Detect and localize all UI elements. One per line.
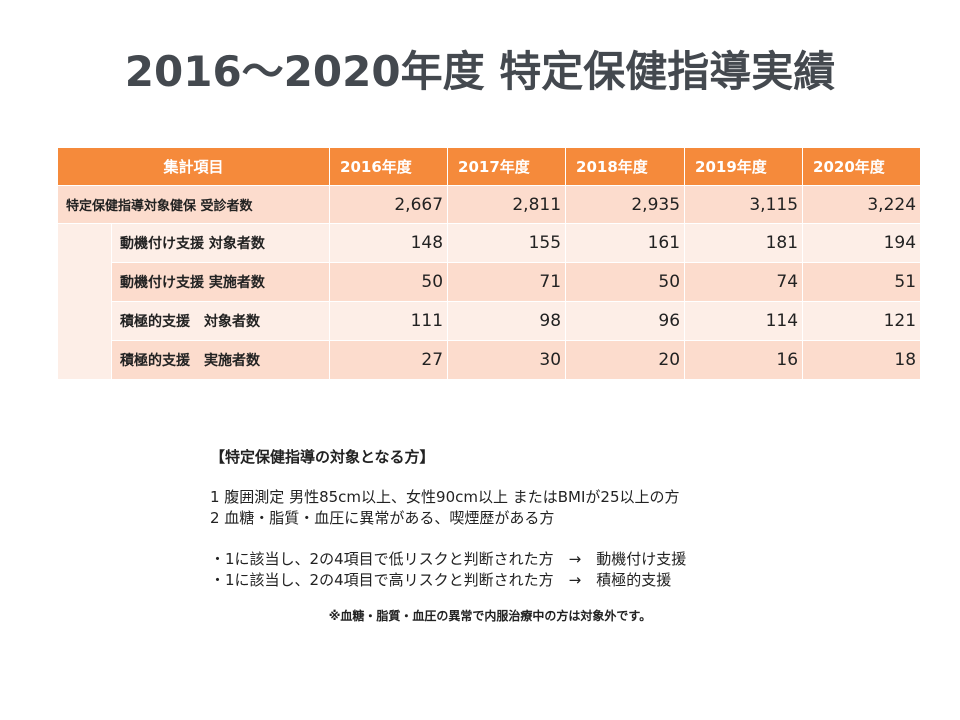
header-2019: 2019年度 xyxy=(684,147,804,186)
cell-value: 2,811 xyxy=(447,185,567,224)
classification-item: ・1に該当し、2の4項目で高リスクと判断された方 → 積極的支援 xyxy=(210,571,672,589)
cell-value: 74 xyxy=(684,262,804,302)
cell-value: 50 xyxy=(329,262,449,302)
criteria-item: 1 腹囲測定 男性85cm以上、女性90cm以上 またはBMIが25以上の方 xyxy=(210,488,680,506)
cell-value: 71 xyxy=(447,262,567,302)
cell-value: 20 xyxy=(565,340,686,380)
header-2016: 2016年度 xyxy=(329,147,449,186)
page-title: 2016～2020年度 特定保健指導実績 xyxy=(124,47,836,96)
table-row: 積極的支援 対象者数 111 98 96 114 121 xyxy=(58,301,922,341)
footnote: ※血糖・脂質・血圧の異常で内服治療中の方は対象外です。 xyxy=(328,609,652,623)
cell-value: 98 xyxy=(447,301,567,341)
cell-value: 30 xyxy=(447,340,567,380)
row-label: 動機付け支援 実施者数 xyxy=(110,262,331,302)
cell-value: 155 xyxy=(447,223,567,263)
row-label: 動機付け支援 対象者数 xyxy=(110,223,331,263)
cell-value: 2,667 xyxy=(329,185,449,224)
header-2020: 2020年度 xyxy=(802,147,922,186)
cell-value: 3,224 xyxy=(802,185,922,224)
cell-value: 18 xyxy=(802,340,922,380)
results-table: 集計項目 2016年度 2017年度 2018年度 2019年度 2020年度 … xyxy=(56,147,922,380)
header-2018: 2018年度 xyxy=(565,147,686,186)
indent-cell xyxy=(57,223,112,380)
header-item: 集計項目 xyxy=(56,147,331,186)
cell-value: 121 xyxy=(802,301,922,341)
table-row: 積極的支援 実施者数 27 30 20 16 18 xyxy=(58,340,922,380)
table-row: 動機付け支援 実施者数 50 71 50 74 51 xyxy=(58,262,922,302)
cell-value: 27 xyxy=(329,340,449,380)
cell-value: 3,115 xyxy=(684,185,804,224)
row-label: 積極的支援 実施者数 xyxy=(110,340,331,380)
cell-value: 51 xyxy=(802,262,922,302)
table-row: 特定保健指導対象健保 受診者数 2,667 2,811 2,935 3,115 … xyxy=(56,185,922,224)
notes-heading: 【特定保健指導の対象となる方】 xyxy=(210,448,435,466)
cell-value: 96 xyxy=(565,301,686,341)
row-label: 特定保健指導対象健保 受診者数 xyxy=(56,185,331,224)
table-header-row: 集計項目 2016年度 2017年度 2018年度 2019年度 2020年度 xyxy=(56,147,922,186)
cell-value: 148 xyxy=(329,223,449,263)
header-2017: 2017年度 xyxy=(447,147,567,186)
criteria-item: 2 血糖・脂質・血圧に異常がある、喫煙歴がある方 xyxy=(210,509,555,527)
cell-value: 114 xyxy=(684,301,804,341)
cell-value: 161 xyxy=(565,223,686,263)
table-row: 動機付け支援 対象者数 148 155 161 181 194 xyxy=(57,223,922,380)
row-label: 積極的支援 対象者数 xyxy=(110,301,331,341)
cell-value: 16 xyxy=(684,340,804,380)
cell-value: 181 xyxy=(684,223,804,263)
classification-item: ・1に該当し、2の4項目で低リスクと判断された方 → 動機付け支援 xyxy=(210,550,687,568)
notes-section: 【特定保健指導の対象となる方】 1 腹囲測定 男性85cm以上、女性90cm以上… xyxy=(210,446,850,624)
cell-value: 50 xyxy=(565,262,686,302)
cell-value: 2,935 xyxy=(565,185,686,224)
cell-value: 194 xyxy=(802,223,922,263)
cell-value: 111 xyxy=(329,301,449,341)
